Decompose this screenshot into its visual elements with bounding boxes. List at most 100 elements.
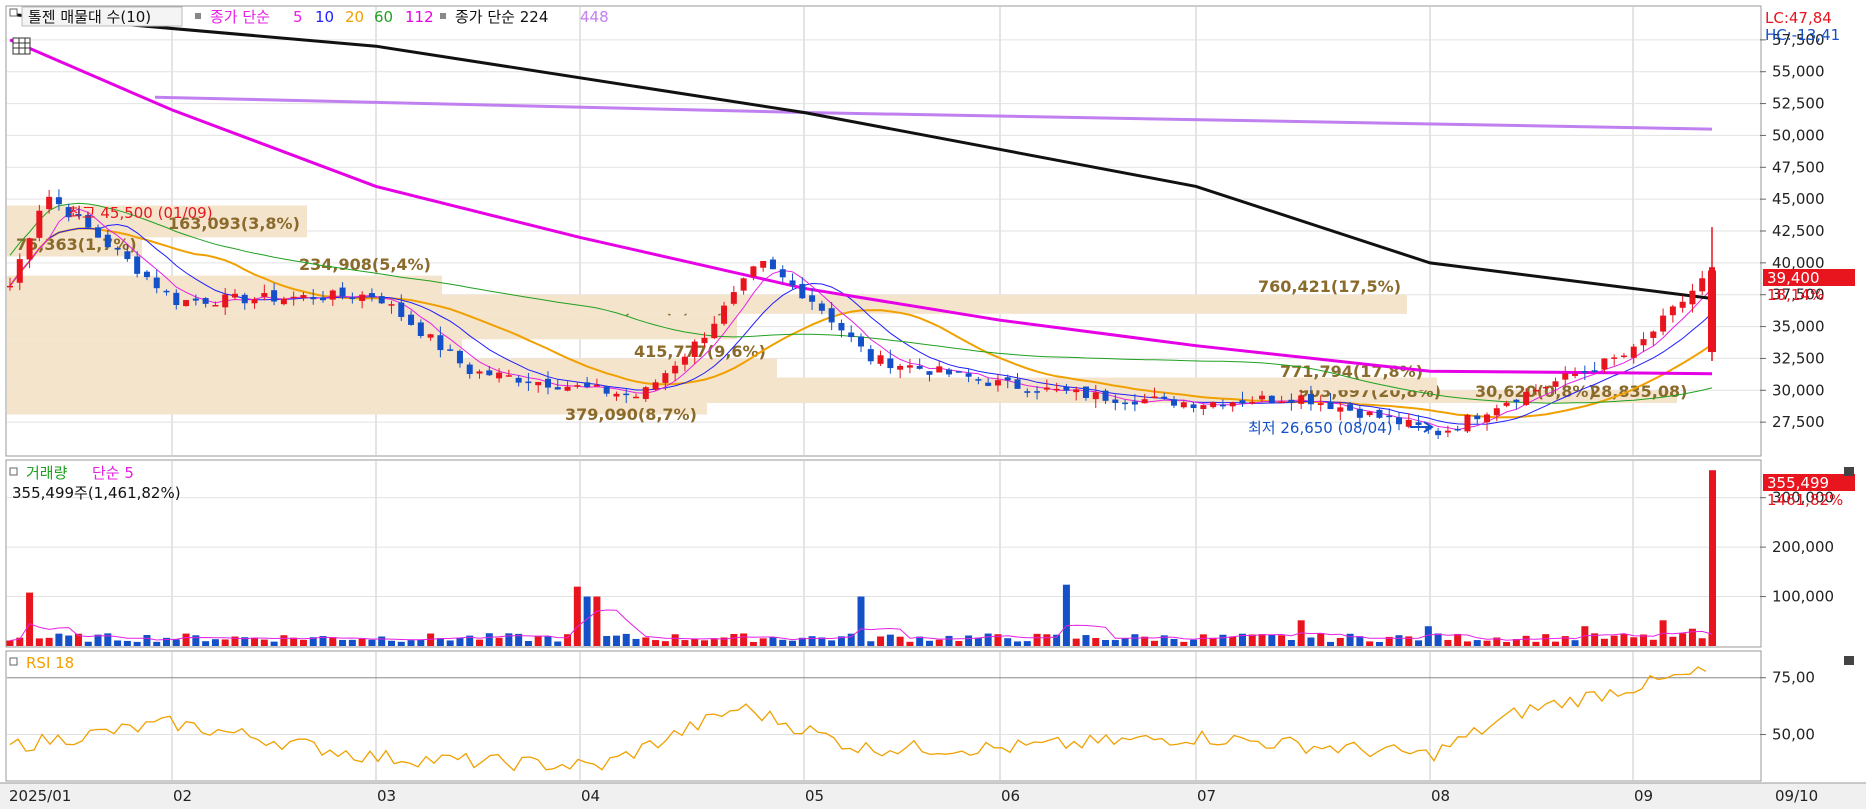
candle-body bbox=[378, 296, 385, 304]
volume-bar bbox=[1248, 634, 1256, 646]
candle-body bbox=[1435, 430, 1442, 436]
candle-body bbox=[437, 335, 444, 351]
candle-body bbox=[1395, 417, 1402, 425]
volume-profile: 379,090(8,7%)903,697(20,8%)771,794(17,8%… bbox=[7, 205, 1687, 424]
candle-body bbox=[1591, 370, 1598, 372]
x-tick-label: 07 bbox=[1197, 787, 1216, 805]
candle-body bbox=[398, 302, 405, 317]
volume-bar bbox=[1512, 639, 1520, 646]
price-tick-label: 37,500 bbox=[1772, 286, 1825, 304]
x-tick-label: 02 bbox=[173, 787, 192, 805]
volume-bar bbox=[769, 637, 777, 646]
candle-body bbox=[320, 297, 327, 301]
candle-body bbox=[828, 308, 835, 323]
table-icon[interactable] bbox=[12, 37, 31, 55]
candle-body bbox=[721, 305, 728, 324]
candle-body bbox=[1689, 290, 1696, 305]
volume-bar bbox=[935, 639, 943, 646]
volume-bar bbox=[221, 639, 229, 646]
candle-body bbox=[1210, 402, 1217, 408]
volume-bar bbox=[798, 637, 806, 646]
rsi-close-icon[interactable] bbox=[1844, 656, 1854, 665]
price-panel[interactable]: 379,090(8,7%)903,697(20,8%)771,794(17,8%… bbox=[5, 5, 1855, 457]
volume-bar bbox=[65, 635, 73, 646]
profile-label: 30,620(0,8%) bbox=[1475, 382, 1596, 401]
candle-body bbox=[1268, 395, 1275, 403]
volume-bar bbox=[241, 637, 249, 646]
volume-close-icon[interactable] bbox=[1844, 467, 1854, 476]
volume-bar bbox=[114, 640, 122, 646]
candle-body bbox=[7, 285, 13, 288]
candle-body bbox=[838, 322, 845, 331]
volume-bars bbox=[6, 470, 1716, 646]
volume-bar bbox=[1600, 638, 1608, 646]
volume-panel[interactable]: 100,000 200,000 300,000 거래량 단순 5 355,499주(… bbox=[5, 459, 1855, 648]
volume-ma-line bbox=[9, 609, 1713, 641]
volume-bar bbox=[1620, 633, 1628, 646]
candle-body bbox=[730, 292, 737, 304]
rsi-legend-checkbox[interactable] bbox=[9, 657, 18, 666]
price-tick-label: 52,500 bbox=[1772, 95, 1825, 113]
volume-bar bbox=[1698, 638, 1706, 646]
volume-bar bbox=[740, 633, 748, 646]
price-tick-label: 57,500 bbox=[1772, 31, 1825, 49]
candle-body bbox=[1601, 358, 1608, 370]
candle-body bbox=[652, 382, 659, 390]
volume-bar bbox=[446, 640, 454, 646]
candle-body bbox=[633, 396, 640, 399]
volume-bar bbox=[828, 640, 836, 646]
candle-body bbox=[329, 290, 336, 300]
candle-body bbox=[574, 385, 581, 387]
volume-bar bbox=[886, 634, 894, 646]
volume-bar bbox=[691, 638, 699, 646]
volume-bar bbox=[710, 639, 718, 646]
volume-panel-frame bbox=[5, 459, 1762, 648]
candle-body bbox=[1669, 306, 1676, 316]
volume-bar bbox=[847, 633, 855, 646]
candle-body bbox=[1122, 402, 1129, 405]
volume-bar bbox=[427, 633, 435, 646]
candle-body bbox=[662, 373, 669, 383]
volume-bar bbox=[1522, 635, 1530, 646]
rsi-axis: 50,00 75,00 bbox=[1760, 669, 1815, 744]
volume-bar bbox=[837, 636, 845, 646]
candle-body bbox=[1347, 404, 1354, 411]
volume-bar bbox=[808, 636, 816, 646]
low-marker-arrow bbox=[1410, 421, 1434, 433]
ma20-legend: 20 bbox=[345, 8, 364, 26]
x-tick-label: 09/10 bbox=[1775, 787, 1818, 805]
volume-bar bbox=[877, 636, 885, 646]
candle-body bbox=[1141, 399, 1148, 404]
candle-body bbox=[1259, 395, 1266, 400]
candle-body bbox=[994, 380, 1001, 386]
candle-body bbox=[427, 334, 434, 338]
volume-bar bbox=[652, 640, 660, 646]
x-axis: 2025/01 02 03 04 05 06 07 08 09 09/10 bbox=[0, 782, 1866, 809]
profile-band bbox=[7, 313, 737, 340]
volume-bar bbox=[564, 634, 572, 646]
volume-bar bbox=[1434, 633, 1442, 646]
volume-bar bbox=[1219, 634, 1227, 646]
profile-label: 760,421(17,5%) bbox=[1258, 277, 1401, 296]
candle-body bbox=[1708, 270, 1716, 353]
volume-profile-legend-box[interactable] bbox=[21, 6, 183, 27]
current-change-pct: 18,14% bbox=[1767, 286, 1824, 304]
volume-bar bbox=[339, 639, 347, 646]
price-tick-label: 30,000 bbox=[1772, 381, 1825, 399]
candle-body bbox=[809, 295, 816, 302]
rsi-panel[interactable]: 50,00 75,00 RSI 18 bbox=[5, 650, 1854, 782]
volume-bar bbox=[789, 640, 797, 646]
candle-body bbox=[1239, 400, 1246, 404]
volume-bar bbox=[1180, 641, 1188, 646]
volume-bar bbox=[397, 641, 405, 646]
volume-bar bbox=[554, 641, 562, 646]
volume-bar bbox=[759, 638, 767, 646]
volume-legend-checkbox[interactable] bbox=[9, 467, 18, 476]
volume-bar bbox=[260, 639, 268, 646]
legend-checkbox[interactable] bbox=[9, 8, 18, 17]
profile-band bbox=[7, 205, 307, 238]
ma-group-label: 종가 단순 bbox=[210, 8, 270, 26]
candle-body bbox=[1464, 414, 1471, 432]
volume-bar bbox=[916, 636, 924, 646]
